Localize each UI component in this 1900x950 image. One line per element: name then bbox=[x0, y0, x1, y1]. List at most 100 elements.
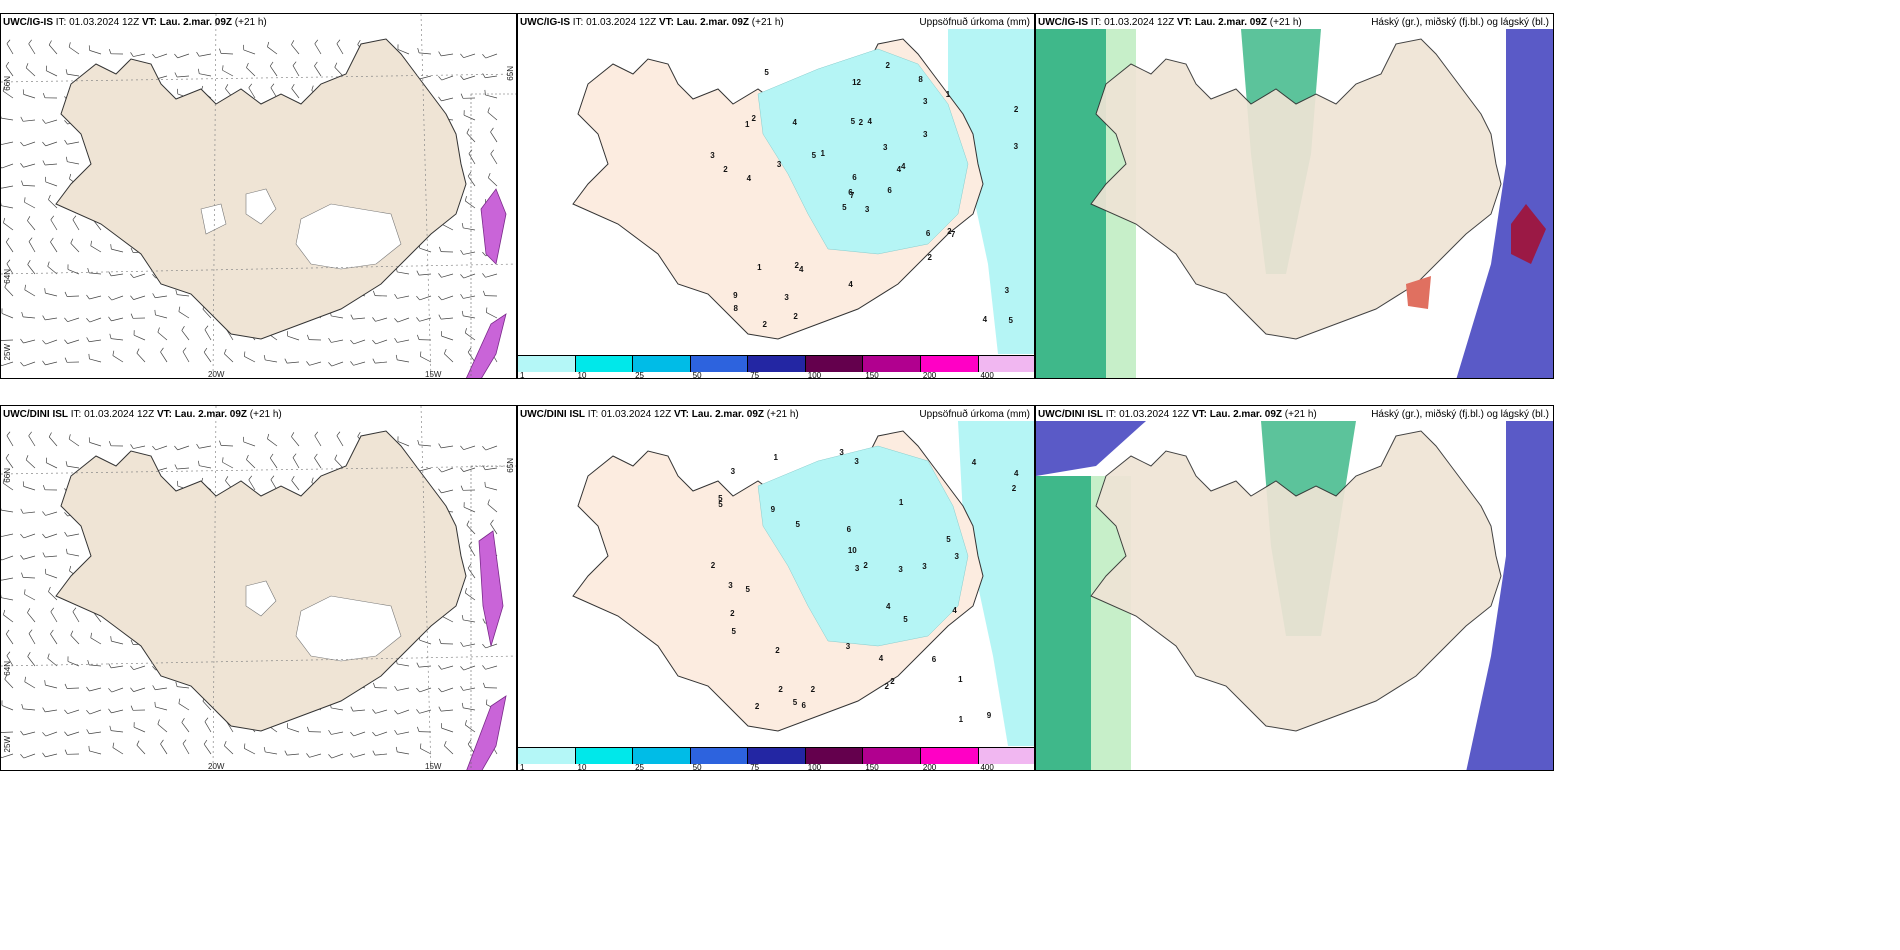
wind-barb bbox=[23, 708, 36, 711]
wind-barb bbox=[157, 723, 168, 733]
wind-barb bbox=[246, 67, 256, 77]
wind-barb bbox=[375, 753, 388, 756]
wind-barb bbox=[397, 339, 410, 343]
wind-barb-feather bbox=[87, 659, 90, 665]
wind-barb bbox=[463, 315, 476, 319]
wind-barb bbox=[46, 70, 58, 77]
wind-barb-feather bbox=[311, 477, 314, 483]
wind-barb bbox=[353, 709, 366, 712]
wind-barb-feather bbox=[482, 446, 486, 451]
wind-barb bbox=[444, 353, 454, 363]
precip-value-label: 3 bbox=[839, 448, 844, 458]
precip-value-label: 5 bbox=[850, 116, 856, 126]
precip-value-label: 6 bbox=[848, 187, 853, 197]
wind-barb-feather bbox=[42, 752, 46, 758]
wind-barb-feather bbox=[110, 636, 112, 642]
precip-value-label: 5 bbox=[842, 202, 847, 212]
wind-barb bbox=[199, 445, 212, 449]
wind-barb bbox=[419, 444, 432, 447]
wind-barb bbox=[67, 161, 80, 165]
wind-barb-feather bbox=[225, 476, 229, 481]
wind-barb-feather bbox=[482, 273, 486, 278]
wind-barb bbox=[487, 111, 498, 121]
wind-barb bbox=[463, 643, 476, 647]
wind-barb bbox=[1, 185, 14, 189]
hatched-area bbox=[470, 465, 516, 770]
wind-barb-feather bbox=[2, 478, 5, 484]
wind-barb bbox=[45, 181, 58, 187]
graticule bbox=[1, 406, 516, 770]
wind-barb-feather bbox=[394, 294, 398, 299]
precip-value-label: 4 bbox=[848, 280, 853, 290]
wind-barb-feather bbox=[108, 49, 112, 54]
wind-barb bbox=[463, 75, 476, 80]
wind-barb bbox=[397, 709, 410, 715]
wind-barb bbox=[89, 339, 102, 343]
precip-value-label: 1 bbox=[958, 674, 963, 684]
wind-barb bbox=[45, 533, 58, 539]
iceland-landmass bbox=[55, 38, 467, 340]
wind-barb bbox=[157, 331, 168, 341]
wind-barb bbox=[199, 53, 212, 57]
wind-barb-feather bbox=[28, 39, 32, 45]
wind-barb-feather bbox=[248, 475, 253, 480]
wind-barb bbox=[442, 616, 454, 623]
wind-barb-feather bbox=[291, 476, 295, 481]
wind-barb-feather bbox=[72, 215, 77, 220]
colorbar-label: 50 bbox=[692, 763, 702, 771]
wind-barb-feather bbox=[460, 686, 464, 691]
wind-barb-feather bbox=[44, 288, 46, 294]
precip-value-label: 2 bbox=[858, 117, 864, 127]
wind-barb-feather bbox=[64, 291, 68, 297]
wind-barb-feather bbox=[416, 270, 420, 276]
wind-barb-feather bbox=[439, 638, 442, 644]
wind-barb-feather bbox=[246, 454, 249, 460]
wind-barb bbox=[485, 486, 498, 491]
wind-barb bbox=[111, 338, 124, 341]
wind-barb bbox=[89, 317, 102, 323]
wind-barb-feather bbox=[20, 754, 24, 759]
wind-barb-feather bbox=[395, 746, 398, 752]
wind-barb-feather bbox=[328, 338, 332, 343]
colorbar-label: 1 bbox=[520, 371, 525, 379]
precip-value-label: 3 bbox=[954, 552, 959, 562]
wind-barb-feather bbox=[438, 76, 442, 81]
wind-barb bbox=[441, 273, 454, 278]
wind-barb-feather bbox=[461, 222, 464, 228]
wind-barb-feather bbox=[3, 217, 6, 223]
axis-label-25w: 25W bbox=[3, 344, 12, 361]
wind-barb-feather bbox=[42, 93, 46, 98]
wind-barb bbox=[89, 50, 102, 55]
wind-barb bbox=[177, 467, 190, 470]
wind-barb bbox=[89, 442, 102, 447]
wind-barb-feather bbox=[270, 83, 275, 88]
wind-barb-feather bbox=[314, 61, 318, 67]
wind-barb bbox=[485, 94, 498, 99]
wind-barb-feather bbox=[417, 47, 420, 53]
precip-value-label: 1 bbox=[757, 262, 762, 272]
wind-barb bbox=[375, 709, 388, 714]
wind-barb bbox=[67, 661, 80, 667]
panel-title: UWC/DINI ISL IT: 01.03.2024 12Z VT: Lau.… bbox=[3, 409, 282, 420]
precip-value-label: 5 bbox=[946, 534, 951, 544]
precip-value-label: 2 bbox=[794, 260, 799, 270]
wind-barb bbox=[89, 272, 102, 275]
wind-barb-feather bbox=[6, 259, 11, 264]
wind-barb bbox=[89, 731, 102, 735]
glacier-vatnajokull bbox=[295, 595, 402, 662]
precip-value-label: 9 bbox=[733, 291, 738, 301]
wind-barb-feather bbox=[460, 666, 464, 671]
wind-barb-feather bbox=[130, 313, 134, 319]
wind-barb-feather bbox=[483, 682, 486, 688]
wind-barb bbox=[90, 245, 102, 253]
wind-barb-feather bbox=[130, 52, 134, 57]
wind-barb bbox=[50, 219, 58, 231]
wind-barb bbox=[48, 199, 58, 209]
wind-barb bbox=[5, 458, 14, 469]
wind-barb-feather bbox=[416, 709, 420, 714]
wind-barb bbox=[23, 361, 36, 367]
wind-barb-feather bbox=[48, 40, 52, 46]
wind-barb bbox=[203, 743, 212, 755]
wind-barb-feather bbox=[175, 681, 178, 687]
wind-barb bbox=[70, 243, 80, 253]
